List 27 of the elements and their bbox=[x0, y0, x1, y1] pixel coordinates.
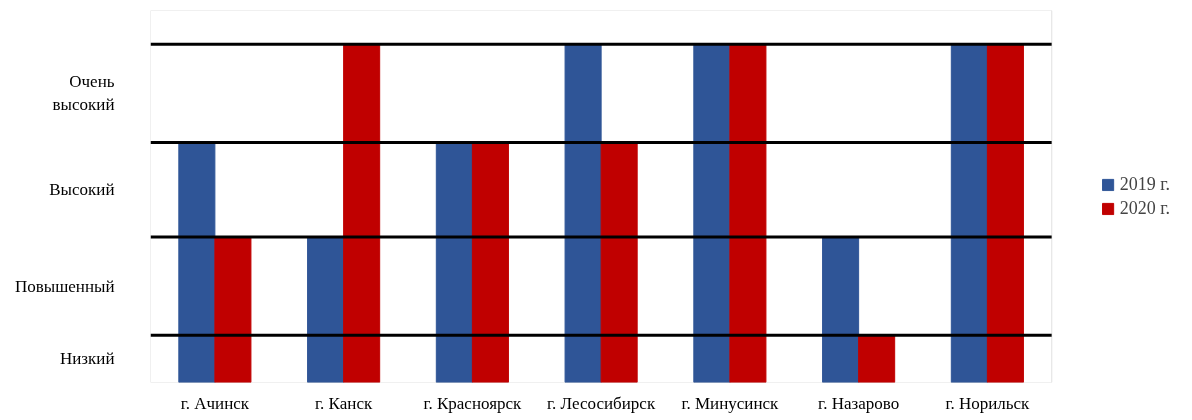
text: Повышенный bbox=[14, 276, 115, 296]
x-tick-label: г. Норильск bbox=[945, 393, 1031, 413]
bar bbox=[343, 43, 381, 383]
bar bbox=[435, 141, 473, 383]
x-tick-label: г. Канск bbox=[315, 393, 373, 413]
x-tick-label: г. Минусинск bbox=[681, 393, 780, 413]
text: Очень высокий bbox=[52, 72, 115, 115]
x-tick-label: г. Назарово bbox=[818, 393, 900, 413]
bar bbox=[564, 43, 602, 383]
x-tick-label: г. Ачинск bbox=[180, 393, 250, 413]
x-tick-label: г. Красноярск bbox=[423, 393, 523, 413]
bar bbox=[214, 236, 252, 383]
bar bbox=[858, 334, 896, 383]
bar bbox=[693, 43, 731, 383]
bar bbox=[178, 141, 216, 383]
bar bbox=[950, 43, 988, 383]
bar bbox=[822, 236, 860, 383]
text: Высокий bbox=[49, 180, 115, 200]
legend-label: 2019 г. bbox=[1119, 173, 1170, 195]
bar bbox=[986, 43, 1024, 383]
text: Низкий bbox=[59, 349, 115, 369]
bar bbox=[307, 236, 345, 383]
x-tick-label: г. Лесосибирск bbox=[547, 393, 656, 413]
bar bbox=[729, 43, 767, 383]
bar bbox=[600, 141, 638, 383]
bar bbox=[471, 141, 509, 383]
legend-label: 2020 г. bbox=[1119, 197, 1170, 219]
